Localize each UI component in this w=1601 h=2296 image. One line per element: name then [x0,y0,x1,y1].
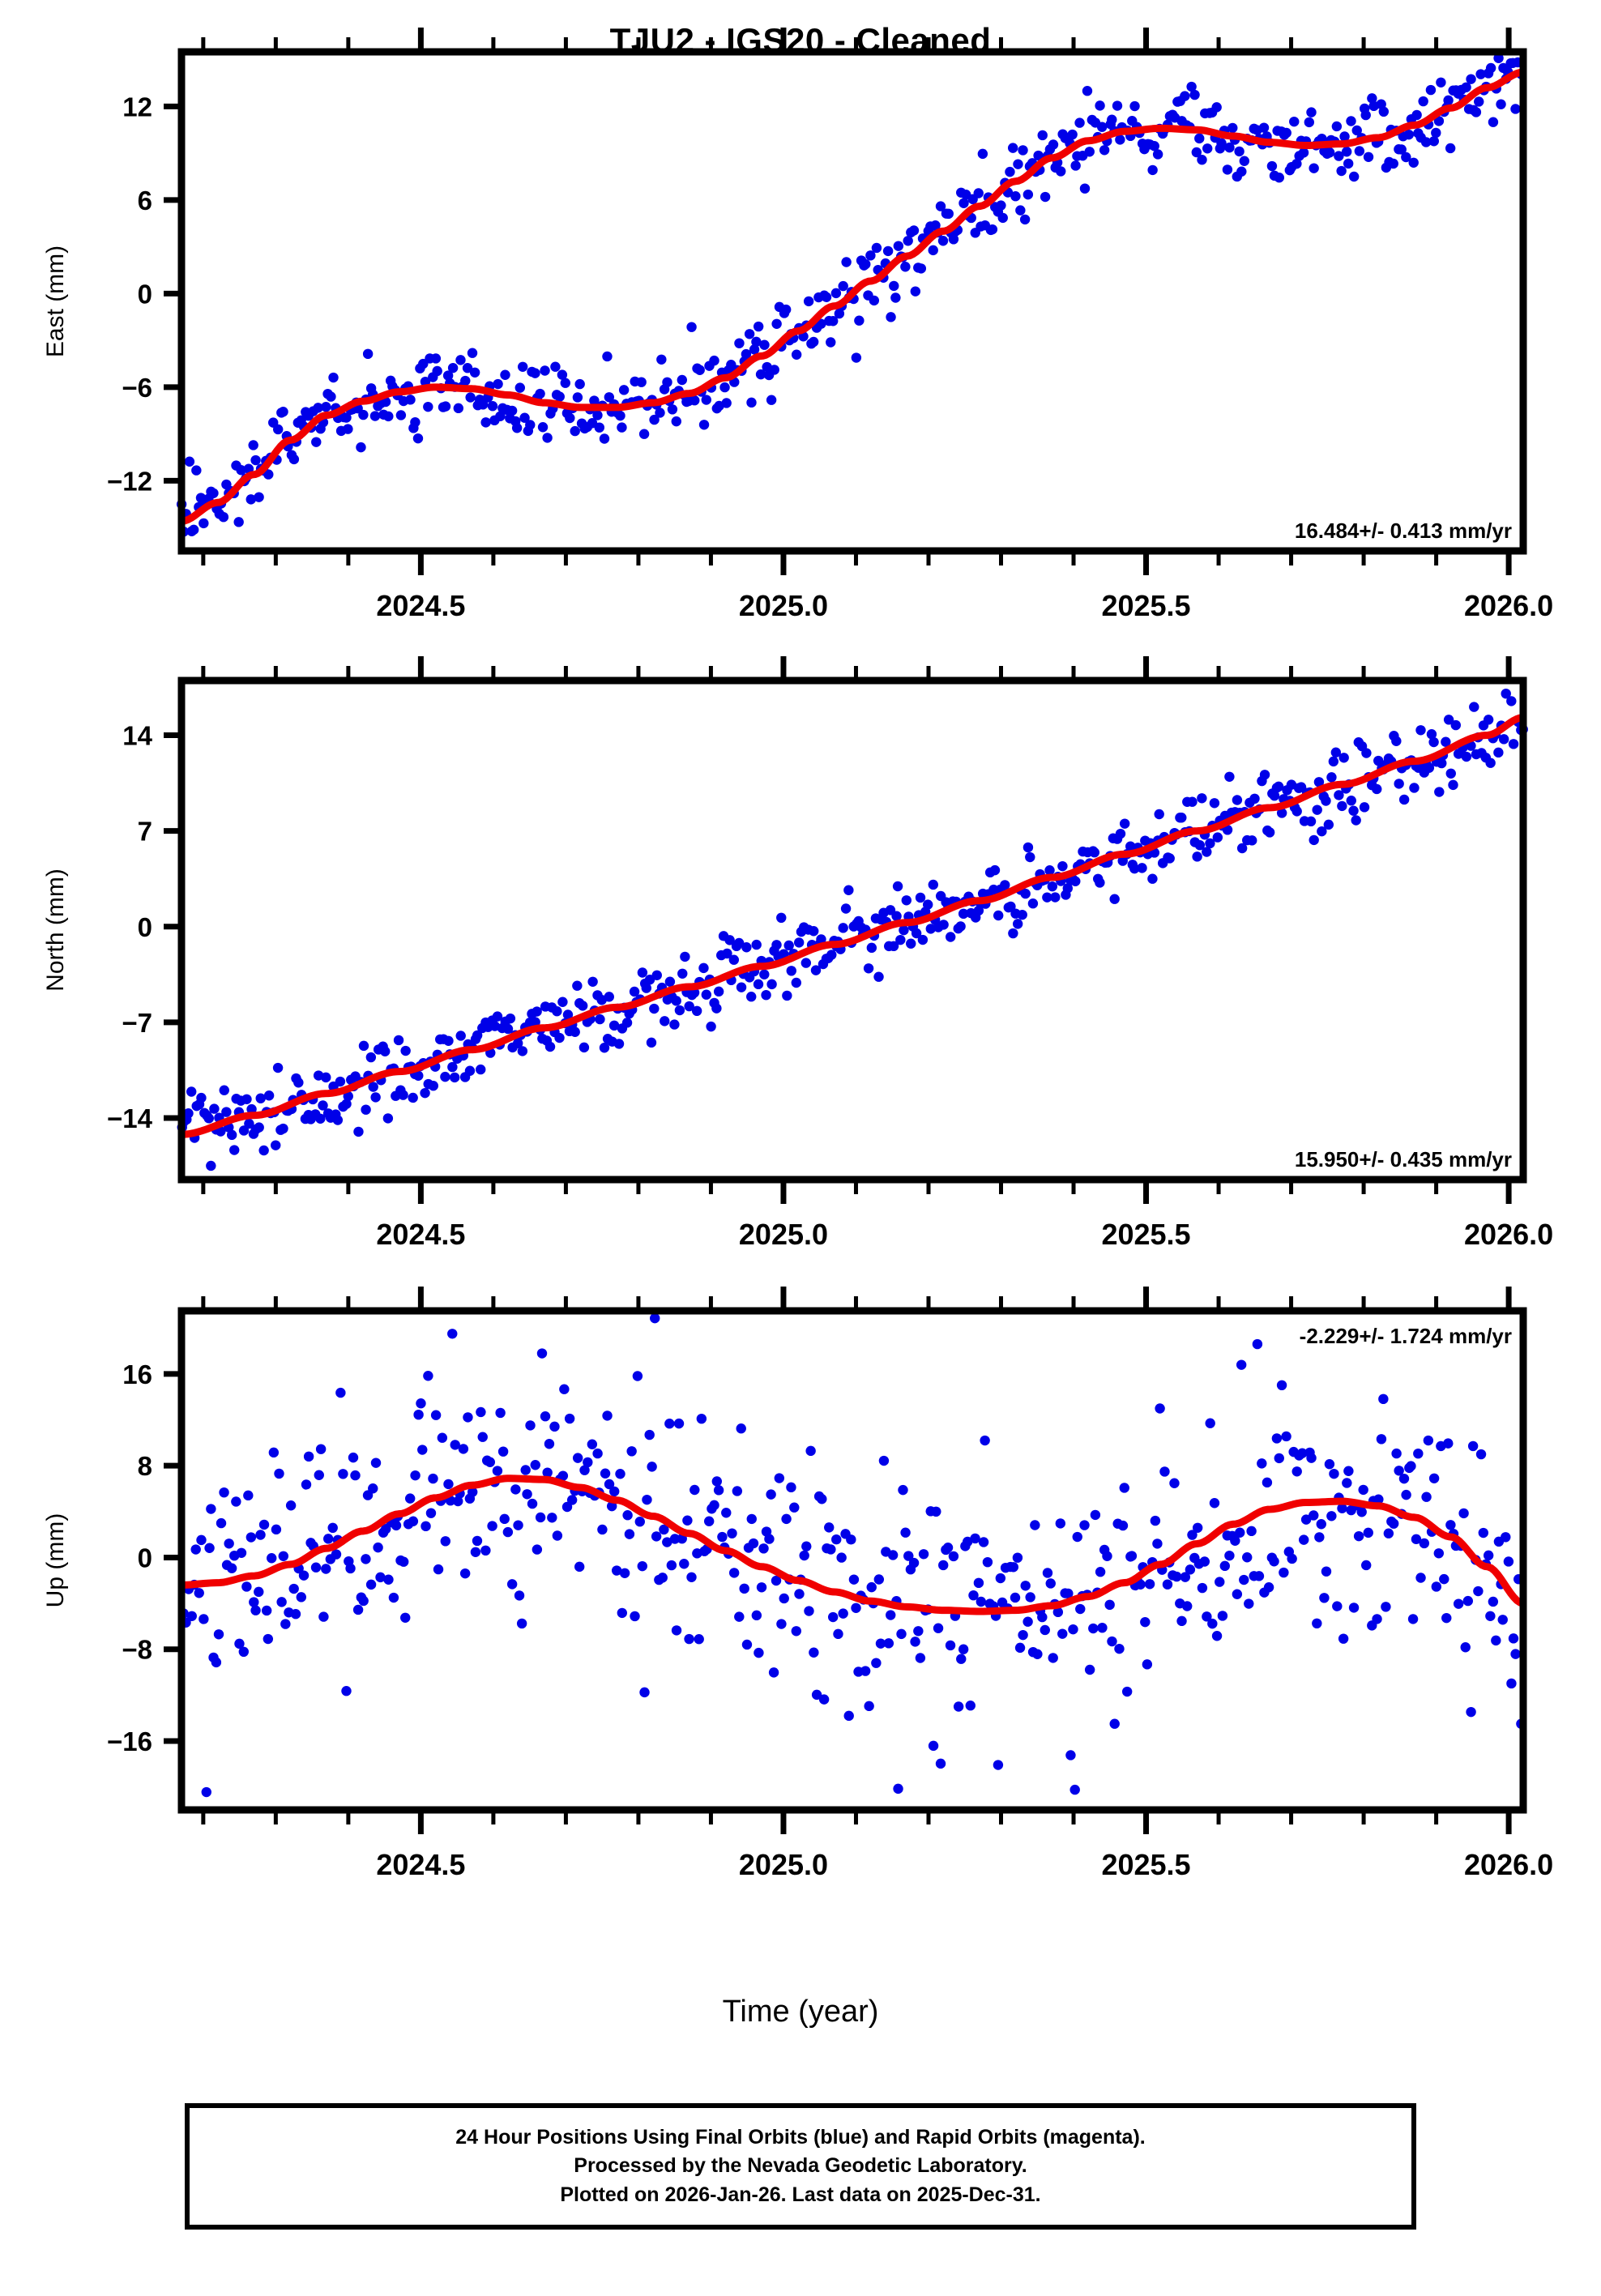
data-points-up [178,1312,1526,1798]
plot-frame-up [177,1307,1527,1814]
panel-up: 16 8 0 −8 −16 Up (mm) 2024.5 2025.0 2025.5 2026.0… [0,1272,1601,1912]
panel-north: 14 7 0 −7 −14 North (mm) 2024.5 2025.0 2025.5 202… [0,642,1601,1282]
trend-line-north [177,714,1527,1138]
ytick-label-up-1: 8 [138,1451,152,1481]
caption-line-1: 24 Hour Positions Using Final Orbits (bl… [455,2125,1146,2149]
ytick-label-north-4: −14 [107,1103,153,1133]
rate-annotation-north: 15.950+/- 0.435 mm/yr [1295,1147,1512,1171]
xtick-label-3: 2026.0 [1464,589,1553,622]
data-points-north [177,688,1528,1171]
xtick-label-0: 2024.5 [376,1218,465,1251]
rate-annotation-east: 16.484+/- 0.413 mm/yr [1295,519,1512,543]
chart-up: 16 8 0 −8 −16 Up (mm) 2024.5 2025.0 2025.5 2026.0… [42,1287,1553,1881]
xtick-label-0: 2024.5 [376,1848,465,1881]
xtick-label-2: 2025.5 [1101,1218,1190,1251]
ytick-label-north-1: 7 [138,817,152,847]
xtick-label-1: 2025.0 [739,1848,828,1881]
yaxis-title-east: East (mm) [42,245,69,357]
ytick-label-east-3: −6 [122,373,152,403]
ytick-label-north-3: −7 [122,1008,152,1038]
ytick-label-east-4: −12 [107,466,152,496]
ytick-label-east-1: 6 [138,186,152,216]
ytick-label-up-4: −16 [107,1726,152,1756]
ytick-label-up-0: 16 [122,1359,152,1389]
ytick-label-up-2: 0 [138,1543,152,1573]
plot-frame-north [177,676,1527,1184]
caption-box: 24 Hour Positions Using Final Orbits (bl… [185,2103,1416,2230]
xtick-label-3: 2026.0 [1464,1848,1553,1881]
rate-annotation-up: -2.229+/- 1.724 mm/yr [1300,1324,1512,1348]
chart-north: 14 7 0 −7 −14 North (mm) 2024.5 2025.0 2025.5 202… [42,656,1553,1251]
xtick-label-2: 2025.5 [1101,589,1190,622]
trend-line-up [177,1474,1527,1615]
yaxis-title-north: North (mm) [42,868,69,992]
ytick-label-up-3: −8 [122,1635,152,1665]
yaxis-title-up: Up (mm) [42,1513,69,1608]
caption-line-3: Plotted on 2026-Jan-26. Last data on 202… [560,2183,1041,2206]
xtick-label-0: 2024.5 [376,589,465,622]
xaxis-title: Time (year) [722,1995,879,2029]
chart-east: 12 6 0 −6 −12 East (mm) 2024.5 2025.0 2025.5 2026… [42,28,1553,622]
ytick-label-north-0: 14 [122,721,152,751]
trend-line-east [177,68,1527,525]
caption-line-2: Processed by the Nevada Geodetic Laborat… [574,2154,1027,2178]
xtick-label-1: 2025.0 [739,1218,828,1251]
xtick-label-1: 2025.0 [739,589,828,622]
xtick-label-3: 2026.0 [1464,1218,1553,1251]
ytick-label-east-2: 0 [138,279,152,309]
ytick-label-north-2: 0 [138,912,152,942]
ytick-label-east-0: 12 [122,92,152,122]
xtick-label-2: 2025.5 [1101,1848,1190,1881]
plot-frame-east [177,48,1527,555]
panel-east: 12 6 0 −6 −12 East (mm) 2024.5 2025.0 2025.5 2026… [0,13,1601,653]
